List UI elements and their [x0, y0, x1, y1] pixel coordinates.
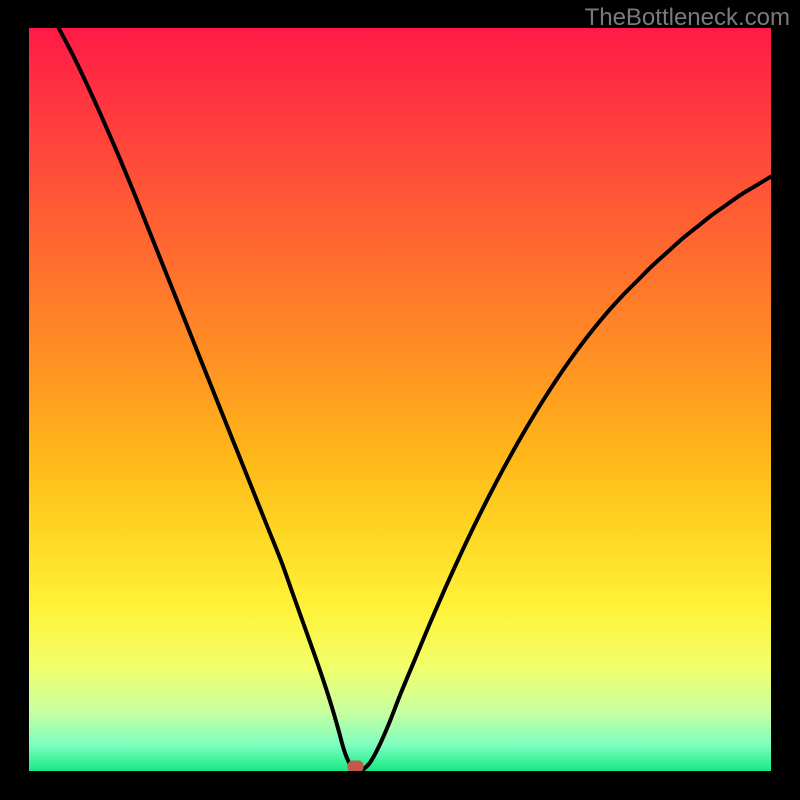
chart-frame: TheBottleneck.com — [0, 0, 800, 800]
plot-background — [29, 28, 771, 771]
plot-svg — [29, 28, 771, 771]
minimum-marker — [347, 761, 363, 771]
plot-area — [29, 28, 771, 771]
